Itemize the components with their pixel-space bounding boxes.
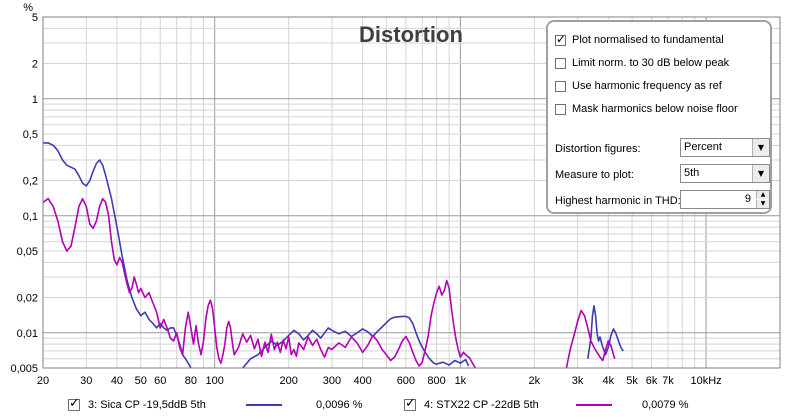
series-4-value: 0,0079 % bbox=[642, 399, 689, 411]
option-plot-normalised[interactable]: Plot normalised to fundamental bbox=[555, 32, 724, 48]
distortion-figures-select[interactable]: Percent ▼ bbox=[680, 138, 770, 157]
spin-down-icon[interactable]: ▼ bbox=[756, 200, 769, 208]
y-tick-label: 0,5 bbox=[23, 129, 38, 141]
chevron-down-icon[interactable]: ▼ bbox=[752, 165, 769, 182]
series-4-visibility-checkbox[interactable] bbox=[404, 396, 416, 411]
x-tick-label: 400 bbox=[353, 375, 371, 387]
y-tick-label: 0,05 bbox=[17, 246, 38, 258]
series-3-visibility-checkbox[interactable] bbox=[68, 396, 80, 411]
mask-harmonics-checkbox[interactable] bbox=[555, 103, 566, 115]
chart-title: Distortion bbox=[359, 22, 463, 47]
y-tick-label: 0,005 bbox=[10, 363, 38, 375]
y-tick-label: 2 bbox=[32, 59, 38, 71]
x-tick-label: 100 bbox=[206, 375, 224, 387]
y-tick-label: 0,02 bbox=[17, 293, 38, 305]
series-lines bbox=[43, 142, 624, 368]
measure-to-plot-value: 5th bbox=[684, 167, 700, 179]
measure-to-plot-label: Measure to plot: bbox=[555, 169, 634, 181]
mask-harmonics-label: Mask harmonics below noise floor bbox=[572, 103, 738, 115]
x-tick-label: 10kHz bbox=[690, 375, 721, 387]
tick-labels: 20 30 40 50 60 80 100 200 300 400 600 800 1k 2k 3k 4k 5k… bbox=[10, 12, 721, 387]
plot-normalised-checkbox[interactable] bbox=[555, 32, 566, 46]
distortion-figures-value: Percent bbox=[684, 141, 722, 153]
plot-frame bbox=[42, 16, 781, 369]
highest-harmonic-spinner[interactable]: 9 ▲ ▼ bbox=[680, 190, 770, 209]
x-tick-label: 300 bbox=[323, 375, 341, 387]
x-tick-label: 2k bbox=[529, 375, 541, 387]
x-tick-label: 800 bbox=[427, 375, 445, 387]
y-tick-label: 0,1 bbox=[23, 211, 38, 223]
x-tick-label: 80 bbox=[185, 375, 197, 387]
y-tick-label: 0,2 bbox=[23, 176, 38, 188]
plot-normalised-label: Plot normalised to fundamental bbox=[572, 34, 724, 46]
measure-to-plot-select[interactable]: 5th ▼ bbox=[680, 164, 770, 183]
use-harmonic-frequency-label: Use harmonic frequency as ref bbox=[572, 80, 722, 92]
x-tick-label: 4k bbox=[602, 375, 614, 387]
legend-entry-series-4[interactable]: 4: STX22 CP -22dB 5th 0,0079 % bbox=[404, 395, 688, 415]
limit-norm-checkbox[interactable] bbox=[555, 57, 566, 69]
option-limit-norm[interactable]: Limit norm. to 30 dB below peak bbox=[555, 55, 729, 71]
x-tick-label: 6k bbox=[646, 375, 658, 387]
y-tick-label: 5 bbox=[32, 12, 38, 24]
x-tick-label: 50 bbox=[135, 375, 147, 387]
x-tick-label: 60 bbox=[154, 375, 166, 387]
y-axis-unit: % bbox=[23, 2, 33, 14]
x-tick-label: 1k bbox=[455, 375, 467, 387]
highest-harmonic-label: Highest harmonic in THD: bbox=[555, 195, 681, 207]
x-tick-label: 600 bbox=[397, 375, 415, 387]
option-mask-harmonics[interactable]: Mask harmonics below noise floor bbox=[555, 101, 738, 117]
y-tick-label: 0,01 bbox=[17, 328, 38, 340]
series-3-line bbox=[587, 304, 624, 359]
limit-norm-label: Limit norm. to 30 dB below peak bbox=[572, 57, 730, 69]
use-harmonic-frequency-checkbox[interactable] bbox=[555, 80, 566, 92]
x-tick-label: 40 bbox=[111, 375, 123, 387]
distortion-options-panel: Plot normalised to fundamental Limit nor… bbox=[546, 20, 772, 214]
x-tick-label: 30 bbox=[80, 375, 92, 387]
highest-harmonic-value: 9 bbox=[744, 193, 751, 205]
series-3-swatch bbox=[246, 404, 282, 406]
x-tick-label: 20 bbox=[37, 375, 49, 387]
option-use-harmonic-frequency[interactable]: Use harmonic frequency as ref bbox=[555, 78, 722, 94]
legend-entry-series-3[interactable]: 3: Sica CP -19,5ddB 5th 0,0096 % bbox=[68, 395, 362, 415]
chevron-down-icon[interactable]: ▼ bbox=[752, 139, 769, 156]
x-tick-label: 200 bbox=[279, 375, 297, 387]
series-3-value: 0,0096 % bbox=[316, 399, 363, 411]
x-tick-label: 5k bbox=[626, 375, 638, 387]
x-tick-label: 3k bbox=[572, 375, 584, 387]
distortion-figures-label: Distortion figures: bbox=[555, 143, 641, 155]
series-3-label: 3: Sica CP -19,5ddB 5th bbox=[88, 399, 206, 411]
x-tick-label: 7k bbox=[662, 375, 674, 387]
y-tick-label: 1 bbox=[32, 94, 38, 106]
series-3-line bbox=[43, 142, 192, 368]
series-4-line bbox=[565, 309, 616, 368]
series-4-line bbox=[43, 197, 476, 368]
spin-up-icon[interactable]: ▲ bbox=[756, 191, 769, 199]
series-4-label: 4: STX22 CP -22dB 5th bbox=[424, 399, 539, 411]
series-4-swatch bbox=[576, 404, 612, 406]
